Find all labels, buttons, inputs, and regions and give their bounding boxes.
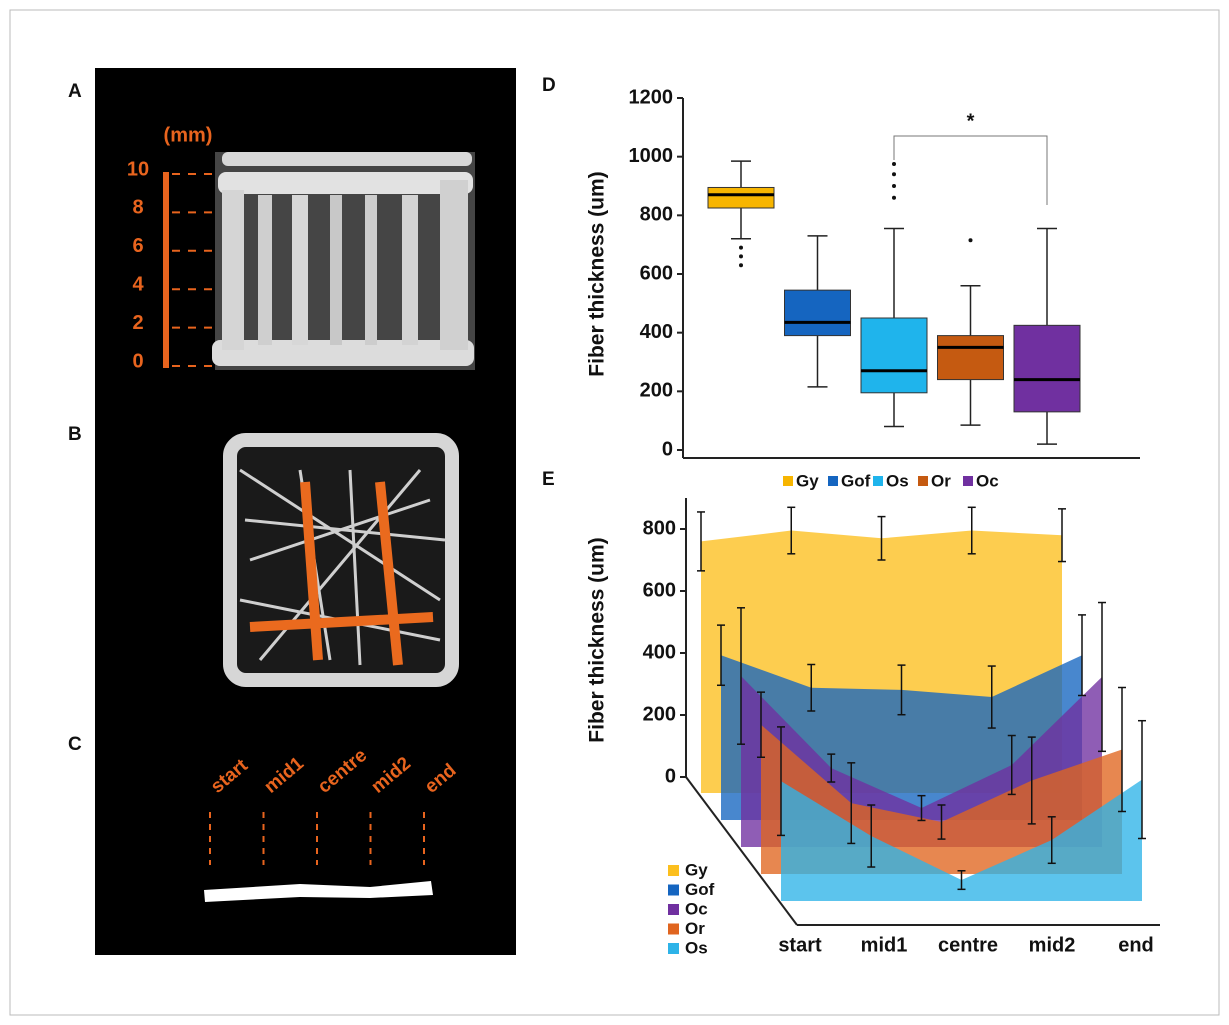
panel-label: B [68, 424, 82, 445]
legend-swatch [668, 904, 679, 915]
outlier [892, 196, 896, 200]
y-tick-label: 800 [643, 517, 676, 539]
legend-swatch [668, 924, 679, 935]
legend-swatch [918, 476, 928, 486]
legend-swatch [783, 476, 793, 486]
panel-label: D [542, 75, 556, 96]
outlier [969, 238, 973, 242]
y-axis-label: Fiber thickness (um) [586, 171, 609, 376]
scale-label: 4 [132, 273, 144, 295]
box [861, 318, 927, 393]
outlier [892, 162, 896, 166]
y-tick-label: 200 [643, 703, 676, 725]
x-tick-label: mid2 [1029, 934, 1076, 956]
box [1014, 325, 1080, 412]
panel-label: A [68, 81, 82, 102]
x-tick-label: start [778, 934, 822, 956]
y-tick-label: 400 [640, 321, 673, 343]
y-tick-label: 600 [643, 579, 676, 601]
y-axis-label: Fiber thickness (um) [586, 537, 609, 742]
legend-label: Os [886, 471, 909, 490]
legend-label: Gof [685, 880, 715, 899]
box [938, 336, 1004, 380]
scale-label: 8 [132, 197, 143, 219]
legend-label: Oc [976, 471, 999, 490]
legend-label: Gof [841, 471, 871, 490]
scale-label: 0 [132, 350, 143, 372]
scaffold-top [230, 440, 452, 680]
y-tick-label: 1000 [629, 145, 674, 167]
y-tick-label: 0 [665, 765, 676, 787]
scale-label: 10 [127, 158, 149, 180]
x-tick-label: mid1 [861, 934, 908, 956]
legend-label: Or [685, 919, 705, 938]
panel-label: E [542, 469, 555, 490]
y-tick-label: 400 [643, 641, 676, 663]
outlier [739, 263, 743, 267]
significance-label: * [967, 110, 975, 132]
outlier [892, 172, 896, 176]
legend-swatch [963, 476, 973, 486]
outlier [892, 184, 896, 188]
outlier [739, 254, 743, 258]
legend-swatch [668, 865, 679, 876]
legend-label: Gy [796, 471, 819, 490]
panel-label: C [68, 734, 82, 755]
legend-label: Gy [685, 860, 708, 879]
legend-swatch [873, 476, 883, 486]
box [785, 290, 851, 335]
y-tick-label: 1200 [629, 86, 674, 108]
legend-swatch [668, 885, 679, 896]
x-tick-label: end [1118, 934, 1154, 956]
y-tick-label: 600 [640, 262, 673, 284]
x-tick-label: centre [938, 934, 998, 956]
scale-label: 6 [132, 235, 143, 257]
scale-bar [163, 172, 169, 368]
legend-label: Oc [685, 899, 708, 918]
box [708, 187, 774, 208]
outlier [739, 246, 743, 250]
y-tick-label: 800 [640, 204, 673, 226]
legend-label: Os [685, 938, 708, 957]
legend-swatch [668, 943, 679, 954]
legend-swatch [828, 476, 838, 486]
legend-label: Or [931, 471, 951, 490]
scale-unit: (mm) [164, 124, 213, 146]
significance-bracket [894, 136, 1047, 205]
scaffold-side [212, 152, 475, 370]
scale-label: 2 [132, 312, 143, 334]
page: {"panels": { "A": {"label": "A", "unit":… [0, 0, 1229, 1025]
y-tick-label: 0 [662, 438, 673, 460]
figure: A B C D E (mm) 10 8 6 4 2 0 start mid1 centre mid… [0, 0, 1229, 1025]
y-tick-label: 200 [640, 380, 673, 402]
